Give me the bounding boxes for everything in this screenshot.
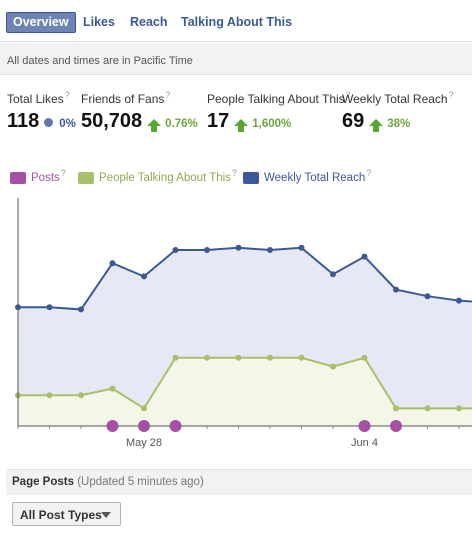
series-point-1-14 [456,405,462,412]
page-posts-header: Page Posts (Updated 5 minutes ago) [6,469,472,495]
page-posts-title: Page Posts [12,476,74,488]
legend-label: Weekly Total Reach [264,172,366,184]
series-point-1-3 [109,385,116,392]
legend-swatch-weekly-reach [243,172,259,184]
legend-people-talking[interactable]: People Talking About This? [78,168,237,184]
legend-weekly-reach[interactable]: Weekly Total Reach? [243,168,371,184]
insights-tab-bar: Overview Likes Reach Talking About This [0,0,472,42]
chevron-down-icon [101,512,111,518]
insights-line-chart: May 28 Jun 4 [15,198,472,449]
series-point-0-3 [109,260,116,267]
post-marker-0 [106,420,119,432]
up-arrow-icon [147,119,162,132]
help-icon[interactable]: ? [60,168,66,178]
series-point-1-13 [424,405,431,412]
post-type-dropdown[interactable]: All Post Types [12,502,121,526]
series-point-0-6 [204,247,210,253]
stat-label: Total Likes [7,92,64,106]
stat-change: 1,600% [252,118,292,130]
help-icon[interactable]: ? [64,90,70,100]
series-point-0-4 [141,273,147,280]
legend-posts[interactable]: Posts? [10,168,66,184]
page-posts-updated: (Updated 5 minutes ago) [77,476,204,488]
series-point-0-2 [78,306,84,313]
series-point-1-11 [361,354,368,361]
series-point-0-13 [424,293,431,300]
series-point-1-9 [298,354,305,361]
series-point-1-5 [172,354,179,361]
post-marker-1 [138,420,150,432]
help-icon[interactable]: ? [165,90,171,100]
stat-value: 50,708 [81,110,143,132]
x-tick-label-0: May 28 [126,437,162,449]
series-point-0-7 [235,244,242,251]
help-icon[interactable]: ? [448,90,454,100]
post-type-dropdown-label: All Post Types [20,508,102,522]
x-tick-label-1: Jun 4 [351,437,378,449]
series-point-0-9 [298,244,305,251]
up-arrow-icon [369,119,384,132]
stat-people-talking: People Talking About This? 17 1,600% [207,90,351,133]
tab-overview[interactable]: Overview [6,12,76,33]
stat-friends-of-fans: Friends of Fans? 50,708 0.76% [81,90,198,133]
stat-value: 69 [342,110,365,132]
stat-change: 38% [387,118,411,130]
series-point-0-11 [361,253,368,260]
post-marker-4 [390,420,402,432]
help-icon[interactable]: ? [231,168,237,178]
series-point-1-2 [78,392,84,399]
series-point-0-12 [393,286,399,293]
post-marker-3 [358,420,371,432]
series-point-1-1 [46,392,53,399]
neutral-dot-icon [44,118,54,127]
series-point-1-8 [267,354,273,361]
stat-total-likes: Total Likes? 118 0% [7,90,76,133]
series-point-1-6 [204,354,210,361]
series-point-0-5 [172,247,179,253]
stat-change: 0.76% [165,118,198,130]
help-icon[interactable]: ? [366,168,372,178]
series-area-1 [18,357,472,426]
legend-label: People Talking About This [99,172,231,184]
series-point-0-1 [46,304,53,311]
stat-label: Friends of Fans [81,92,165,106]
series-point-1-7 [235,354,242,361]
tab-likes[interactable]: Likes [83,15,115,29]
help-icon[interactable]: ? [345,90,351,100]
tab-talking-about-this[interactable]: Talking About This [181,15,293,29]
stat-label: People Talking About This [207,92,345,106]
post-marker-2 [169,420,182,432]
stat-value: 118 [7,110,40,132]
timezone-note: All dates and times are in Pacific Time [0,43,472,75]
up-arrow-icon [234,119,249,132]
legend-swatch-people-talking [78,172,94,184]
series-point-0-8 [267,247,273,253]
stat-label: Weekly Total Reach [342,92,448,106]
legend-swatch-posts [10,172,26,184]
series-point-1-12 [393,405,399,412]
stat-weekly-total-reach: Weekly Total Reach? 69 38% [342,90,454,133]
legend-label: Posts [31,172,60,184]
stat-value: 17 [207,110,230,132]
series-point-1-10 [330,363,336,370]
tab-reach[interactable]: Reach [130,15,168,29]
stat-change: 0% [59,118,76,130]
series-point-0-10 [330,271,336,278]
series-point-1-4 [141,405,147,412]
series-point-0-14 [456,297,462,304]
